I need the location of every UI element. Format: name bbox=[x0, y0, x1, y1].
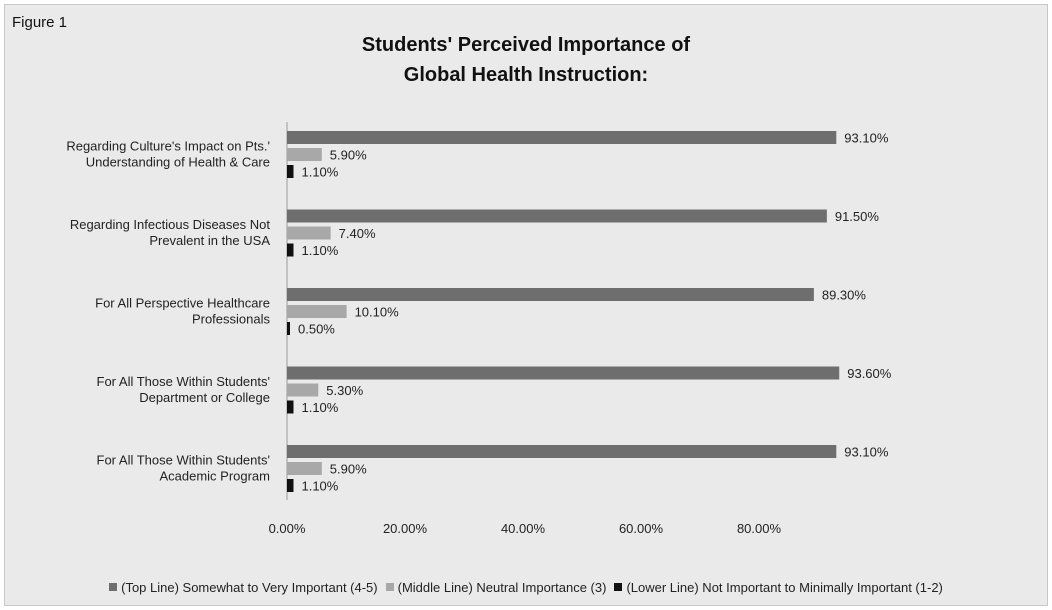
data-label-series-2-category-4: 5.30% bbox=[326, 383, 363, 398]
bar-series-2-category-2 bbox=[287, 226, 331, 240]
data-label-series-3-category-3: 0.50% bbox=[298, 322, 335, 337]
data-label-series-2-category-1: 5.90% bbox=[330, 148, 367, 163]
data-label-series-3-category-1: 1.10% bbox=[301, 165, 338, 180]
category-label-3-line-1: For All Perspective Healthcare bbox=[95, 296, 270, 311]
data-label-series-3-category-2: 1.10% bbox=[301, 243, 338, 258]
bar-series-2-category-5 bbox=[287, 462, 322, 475]
x-tick-label-2: 20.00% bbox=[383, 521, 428, 536]
category-label-1-line-1: Regarding Culture's Impact on Pts.' bbox=[66, 139, 270, 154]
x-tick-label-3: 40.00% bbox=[501, 521, 546, 536]
legend-label-2: (Middle Line) Neutral Importance (3) bbox=[397, 580, 607, 595]
bar-series-2-category-1 bbox=[287, 148, 322, 161]
bar-series-1-category-2 bbox=[287, 209, 827, 223]
data-label-series-1-category-5: 93.10% bbox=[844, 445, 889, 460]
data-label-series-2-category-2: 7.40% bbox=[339, 226, 376, 241]
data-label-series-1-category-4: 93.60% bbox=[847, 366, 892, 381]
legend-item-1: (Top Line) Somewhat to Very Important (4… bbox=[109, 580, 378, 595]
bar-series-1-category-3 bbox=[287, 288, 814, 301]
chart-title-line-1: Students' Perceived Importance of bbox=[361, 34, 691, 56]
category-label-1-line-2: Understanding of Health & Care bbox=[86, 155, 270, 170]
x-tick-label-5: 80.00% bbox=[737, 521, 782, 536]
category-label-2-line-1: Regarding Infectious Diseases Not bbox=[70, 217, 271, 232]
category-label-4-line-1: For All Those Within Students' bbox=[97, 374, 271, 389]
data-label-series-3-category-4: 1.10% bbox=[301, 400, 338, 415]
data-label-series-2-category-3: 10.10% bbox=[355, 305, 400, 320]
bar-series-3-category-3 bbox=[287, 322, 290, 335]
legend-label-3: (Lower Line) Not Important to Minimally … bbox=[626, 580, 943, 595]
bar-series-1-category-4 bbox=[287, 366, 840, 380]
legend-item-3: (Lower Line) Not Important to Minimally … bbox=[614, 580, 943, 595]
data-label-series-3-category-5: 1.10% bbox=[301, 479, 338, 494]
legend-swatch-2 bbox=[385, 583, 394, 591]
x-tick-label-4: 60.00% bbox=[619, 521, 664, 536]
chart-title: Students' Perceived Importance of Global… bbox=[0, 30, 1052, 90]
category-label-5-line-1: For All Those Within Students' bbox=[97, 453, 271, 468]
legend-swatch-3 bbox=[614, 583, 623, 591]
bar-series-2-category-4 bbox=[287, 383, 319, 397]
legend-item-2: (Middle Line) Neutral Importance (3) bbox=[385, 580, 607, 595]
category-label-2-line-2: Prevalent in the USA bbox=[149, 233, 270, 248]
bar-series-3-category-2 bbox=[287, 243, 294, 257]
x-tick-label-1: 0.00% bbox=[269, 521, 306, 536]
data-label-series-1-category-3: 89.30% bbox=[822, 288, 867, 303]
bar-series-3-category-1 bbox=[287, 165, 294, 178]
bar-series-1-category-1 bbox=[287, 131, 837, 144]
chart-title-line-2: Global Health Instruction: bbox=[403, 64, 649, 86]
data-label-series-2-category-5: 5.90% bbox=[330, 462, 367, 477]
data-label-series-1-category-1: 93.10% bbox=[844, 131, 889, 146]
legend: (Top Line) Somewhat to Very Important (4… bbox=[0, 580, 1052, 595]
bar-series-3-category-5 bbox=[287, 479, 294, 492]
bar-series-2-category-3 bbox=[287, 305, 347, 318]
category-label-5-line-2: Academic Program bbox=[159, 469, 270, 484]
legend-label-1: (Top Line) Somewhat to Very Important (4… bbox=[121, 580, 378, 595]
figure-label: Figure 1 bbox=[12, 14, 68, 31]
chart-background bbox=[4, 4, 1048, 606]
category-label-3-line-2: Professionals bbox=[192, 312, 271, 327]
bar-series-3-category-4 bbox=[287, 400, 294, 414]
legend-swatch-1 bbox=[109, 583, 118, 591]
data-label-series-1-category-2: 91.50% bbox=[835, 209, 880, 224]
category-label-4-line-2: Department or College bbox=[139, 390, 270, 405]
bar-series-1-category-5 bbox=[287, 445, 837, 458]
